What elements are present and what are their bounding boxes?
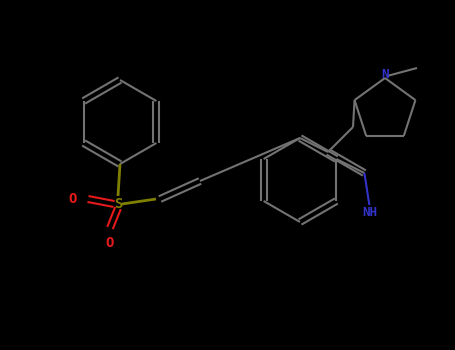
Text: N: N bbox=[381, 69, 389, 82]
Text: S: S bbox=[114, 197, 122, 211]
Text: O: O bbox=[106, 236, 114, 250]
Text: NH: NH bbox=[362, 206, 377, 219]
Text: O: O bbox=[69, 192, 77, 206]
